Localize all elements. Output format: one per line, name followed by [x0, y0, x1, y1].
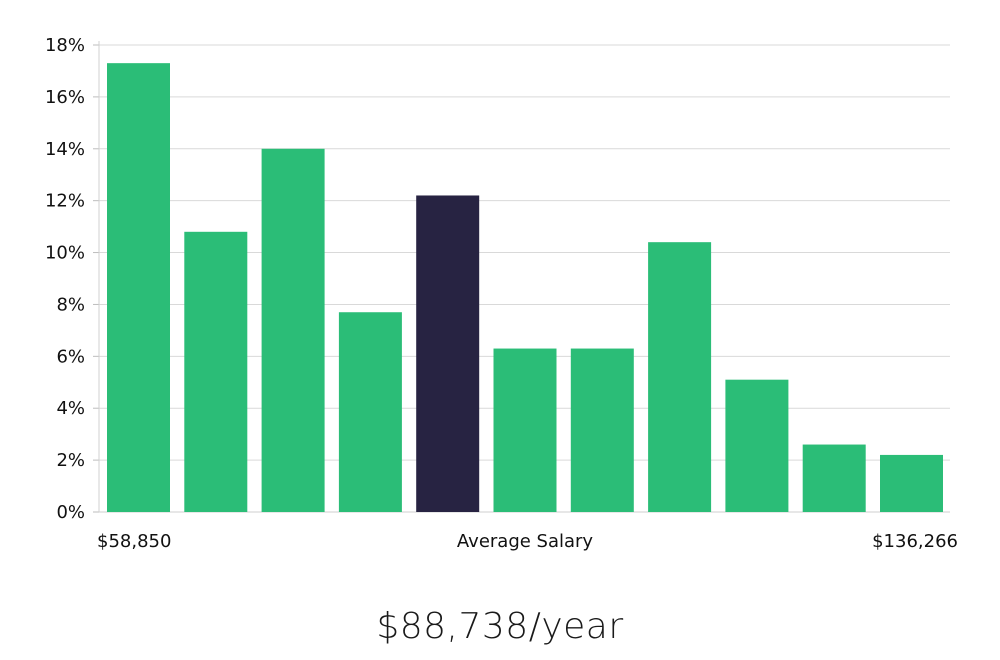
bar[interactable]: [261, 148, 325, 512]
y-axis-ticks: 0% 2% 4% 6% 8% 10% 12% 14% 16% 18%: [45, 35, 99, 523]
y-tick-label: 10%: [45, 243, 85, 264]
y-tick-label: 16%: [45, 87, 85, 108]
bar-average-salary[interactable]: [416, 195, 480, 512]
x-center-label: Average Salary: [457, 531, 594, 552]
bar[interactable]: [570, 348, 634, 512]
y-tick-label: 18%: [45, 35, 85, 56]
bar[interactable]: [725, 379, 789, 512]
bar[interactable]: [107, 63, 170, 513]
y-tick-label: 2%: [56, 450, 85, 471]
x-max-label: $136,266: [872, 531, 958, 552]
y-tick-label: 4%: [56, 398, 85, 419]
bar[interactable]: [184, 231, 248, 513]
x-min-label: $58,850: [97, 531, 171, 552]
bar[interactable]: [493, 348, 557, 512]
y-tick-label: 6%: [56, 346, 85, 367]
y-tick-label: 14%: [45, 139, 85, 160]
y-tick-label: 8%: [56, 294, 85, 315]
bars: [107, 63, 943, 513]
bar[interactable]: [338, 312, 402, 512]
y-tick-label: 0%: [56, 502, 85, 523]
average-salary-headline: $88,738/year: [376, 606, 624, 647]
bar[interactable]: [648, 242, 712, 512]
bar[interactable]: [802, 444, 866, 512]
salary-distribution-chart: 0% 2% 4% 6% 8% 10% 12% 14% 16% 18% $58,850 Averag…: [45, 35, 958, 552]
y-tick-label: 12%: [45, 191, 85, 212]
bar[interactable]: [880, 454, 943, 512]
